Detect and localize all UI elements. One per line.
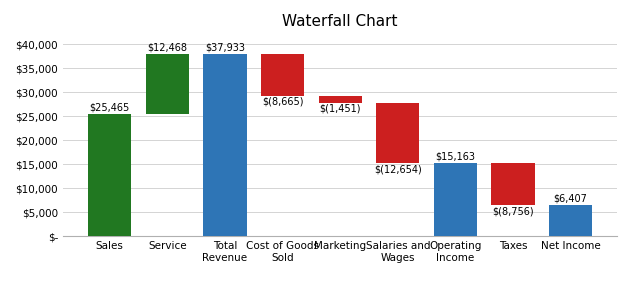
Text: $15,163: $15,163 (435, 152, 476, 162)
Text: $12,468: $12,468 (147, 43, 187, 53)
Text: $6,407: $6,407 (554, 194, 588, 204)
Bar (491, 163, 535, 205)
Bar (376, 103, 420, 163)
Text: $(1,451): $(1,451) (319, 104, 361, 114)
Text: $25,465: $25,465 (89, 103, 130, 113)
Bar (146, 54, 189, 114)
Title: Waterfall Chart: Waterfall Chart (282, 14, 398, 29)
Bar (319, 96, 362, 103)
Bar (434, 163, 477, 236)
Text: $(12,654): $(12,654) (374, 164, 421, 175)
Text: $37,933: $37,933 (205, 43, 245, 53)
Bar (88, 114, 132, 236)
Bar (203, 54, 246, 236)
Bar (549, 205, 592, 236)
Bar (261, 54, 304, 96)
Text: $(8,665): $(8,665) (262, 97, 304, 107)
Text: $(8,756): $(8,756) (492, 206, 534, 217)
